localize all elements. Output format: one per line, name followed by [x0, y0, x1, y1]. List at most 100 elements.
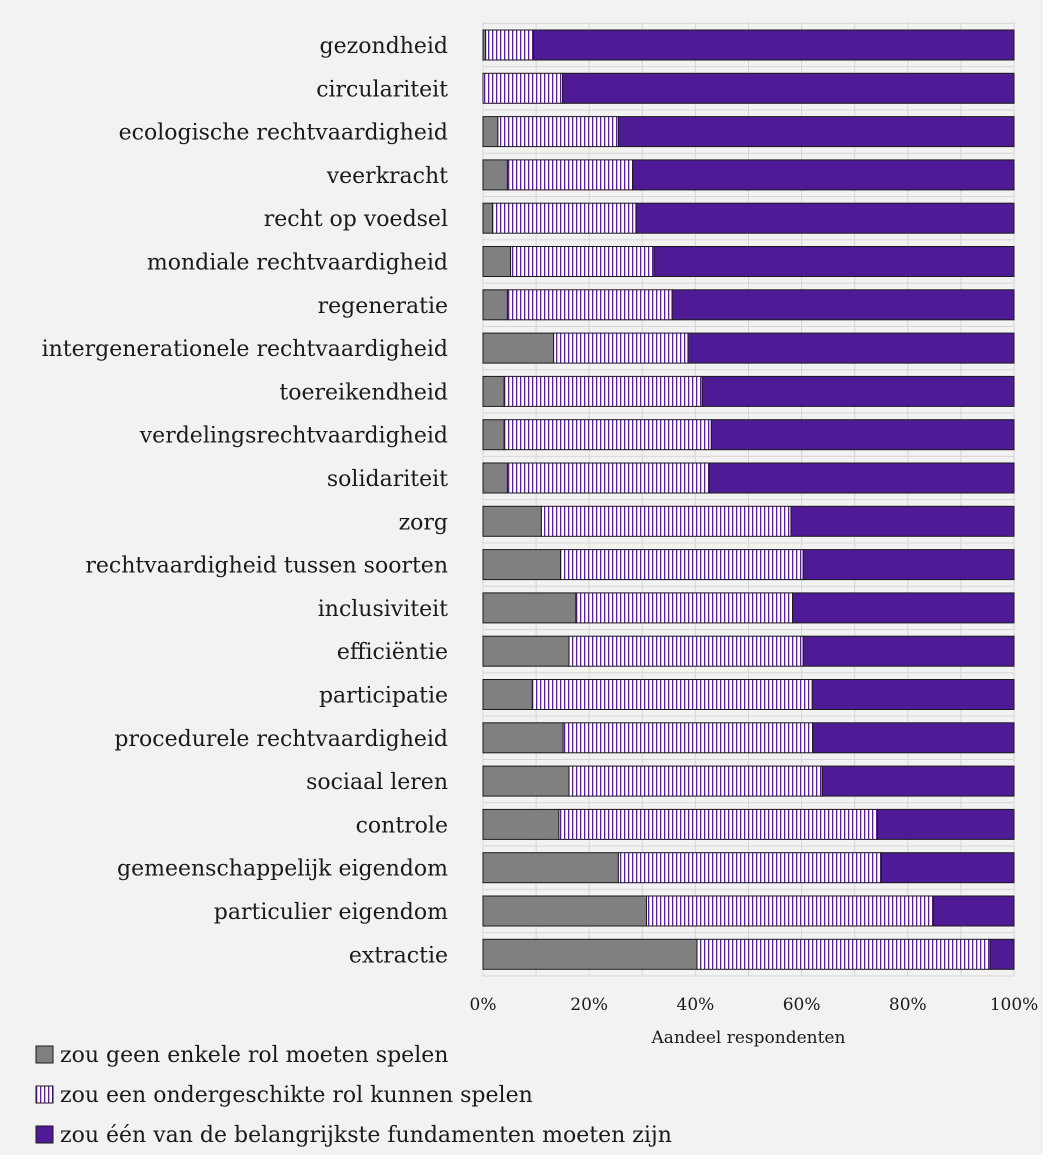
bar-segment — [802, 635, 1015, 667]
bar-segment — [485, 29, 534, 61]
bar-segment — [482, 808, 560, 840]
legend-label: zou één van de belangrijkste fundamenten… — [60, 1123, 672, 1148]
bar-segment — [646, 895, 934, 927]
bars — [482, 29, 1015, 970]
bar-segment — [558, 808, 879, 840]
bar-segment — [802, 549, 1015, 581]
bar-segment — [562, 72, 1015, 104]
bar-segment — [568, 635, 804, 667]
x-axis-ticks: 0% 20% 40% 60% 80% 100% — [470, 995, 1039, 1015]
bar-segment — [497, 116, 619, 148]
category-labels: gezondheid circulariteit ecologische recht… — [42, 34, 449, 968]
bar-segment — [821, 765, 1015, 797]
category-label: recht op voedsel — [264, 207, 448, 232]
x-tick-label: 80% — [889, 995, 927, 1015]
bar-segment — [482, 246, 512, 277]
category-label: procedurele rechtvaardigheid — [114, 727, 448, 752]
bar-segment — [503, 419, 712, 451]
x-tick-label: 0% — [470, 995, 497, 1015]
bar-segment — [671, 289, 1015, 321]
category-label: participatie — [319, 684, 448, 709]
bar-segment — [482, 202, 494, 234]
x-tick-label: 60% — [783, 995, 821, 1015]
bar-segment — [482, 938, 698, 970]
bar-segment — [632, 159, 1015, 191]
bar-segment — [482, 679, 533, 710]
category-label: mondiale rechtvaardigheid — [147, 251, 448, 276]
bar-segment — [568, 765, 823, 797]
bar-segment — [510, 246, 655, 277]
bar-segment — [560, 549, 804, 581]
category-label: ecologische rechtvaardigheid — [119, 121, 448, 146]
bar-segment — [880, 852, 1015, 884]
bar-segment — [540, 505, 792, 537]
bar-segment — [635, 202, 1015, 234]
bar-segment — [492, 202, 637, 234]
bar-segment — [506, 289, 673, 321]
bar-segment — [710, 419, 1015, 451]
bar-segment — [696, 938, 991, 970]
bar-segment — [482, 419, 505, 451]
bar-segment — [531, 679, 813, 710]
legend-swatch — [35, 1045, 54, 1064]
category-label: solidariteit — [327, 467, 448, 492]
bar-segment — [877, 808, 1015, 840]
bar-segment — [482, 722, 564, 754]
bar-segment — [989, 938, 1015, 970]
category-label: controle — [356, 813, 448, 838]
category-label: circulariteit — [316, 77, 448, 102]
x-tick-label: 20% — [570, 995, 608, 1015]
legend-swatch — [35, 1085, 54, 1104]
x-axis-title: Aandeel respondenten — [651, 1028, 846, 1048]
bar-segment — [503, 375, 703, 407]
bar-segment — [653, 246, 1015, 277]
bar-segment — [482, 852, 619, 884]
bar-segment — [482, 895, 648, 927]
category-label: efficiëntie — [337, 640, 448, 665]
bar-segment — [617, 116, 1015, 148]
category-label: verdelingsrechtvaardigheid — [139, 424, 448, 449]
bar-segment — [482, 765, 570, 797]
bar-segment — [932, 895, 1015, 927]
category-label: regeneratie — [318, 294, 448, 319]
category-label: intergenerationele rechtvaardigheid — [42, 337, 448, 362]
bar-segment — [532, 29, 1015, 61]
category-label: inclusiviteit — [318, 597, 448, 622]
legend-swatch — [35, 1125, 54, 1144]
bar-segment — [482, 116, 499, 148]
legend-label: zou een ondergeschikte rol kunnen spelen — [60, 1083, 533, 1108]
bar-segment — [617, 852, 882, 884]
category-label: zorg — [399, 510, 448, 535]
bar-segment — [482, 549, 562, 581]
bar-segment — [482, 505, 542, 537]
category-label: particulier eigendom — [214, 900, 448, 925]
bar-segment — [701, 375, 1015, 407]
category-label: sociaal leren — [306, 770, 448, 795]
category-label: veerkracht — [326, 164, 448, 189]
bar-segment — [482, 332, 555, 364]
bar-segment — [790, 505, 1015, 537]
category-label: toereikendheid — [279, 380, 448, 405]
bar-segment — [687, 332, 1015, 364]
category-label: rechtvaardigheid tussen soorten — [85, 554, 448, 579]
bar-segment — [708, 462, 1015, 494]
x-tick-label: 100% — [990, 995, 1039, 1015]
bar-segment — [811, 679, 1015, 710]
bar-segment — [506, 462, 710, 494]
bar-segment — [482, 375, 505, 407]
bar-segment — [506, 159, 634, 191]
bar-segment — [482, 72, 564, 104]
bar-segment — [482, 289, 508, 321]
x-tick-label: 40% — [677, 995, 715, 1015]
bar-segment — [482, 635, 570, 667]
bar-segment — [812, 722, 1015, 754]
bar-segment — [482, 462, 508, 494]
bar-segment — [575, 592, 794, 624]
bar-segment — [553, 332, 689, 364]
legend-label: zou geen enkele rol moeten spelen — [60, 1043, 448, 1068]
bar-segment — [562, 722, 814, 754]
category-label: gezondheid — [320, 34, 449, 59]
legend: zou geen enkele rol moeten spelen zou een… — [35, 1043, 672, 1148]
